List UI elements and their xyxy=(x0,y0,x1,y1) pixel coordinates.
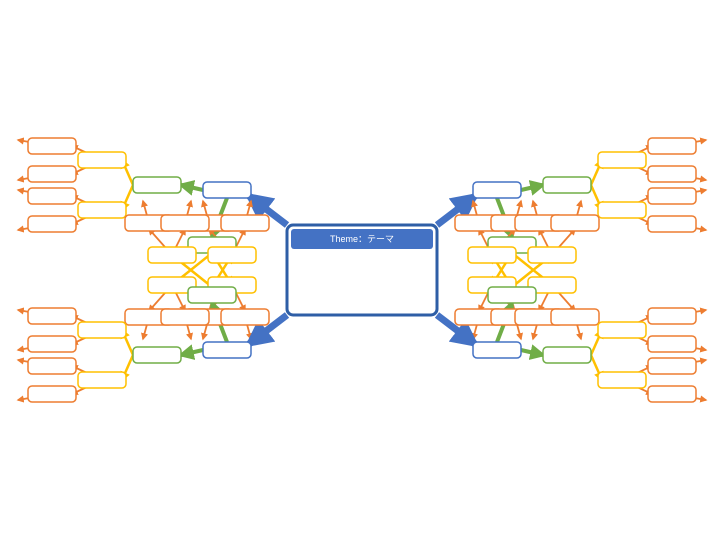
node-l2h-BL xyxy=(133,347,181,363)
node-l1-TL xyxy=(203,182,251,198)
nodes: Theme：テーマ xyxy=(28,138,696,402)
center-title: Theme：テーマ xyxy=(330,234,394,244)
node-l4-TR-0b1 xyxy=(551,309,599,325)
node-l2h-TL xyxy=(133,177,181,193)
node-l4-TL-1a0 xyxy=(28,138,76,154)
node-l1-TR xyxy=(473,182,521,198)
node-l3-BL-1b xyxy=(78,372,126,388)
connector-green xyxy=(181,350,203,355)
node-l3-TL-1b xyxy=(78,202,126,218)
node-l3-TR-1b xyxy=(598,202,646,218)
node-l4-TR-1b0 xyxy=(648,188,696,204)
node-l4-TR-1a1 xyxy=(648,166,696,182)
connector-green xyxy=(521,350,543,355)
node-l2h-BR xyxy=(543,347,591,363)
node-l2h-TR xyxy=(543,177,591,193)
node-l4-BR-1a0 xyxy=(648,308,696,324)
node-l3-BR-1a xyxy=(598,322,646,338)
node-l3-TL-1a xyxy=(78,152,126,168)
connector-green xyxy=(181,185,203,190)
node-l3-BR-0b xyxy=(528,247,576,263)
node-l4-TL-1b0 xyxy=(28,188,76,204)
connector-green xyxy=(521,185,543,190)
node-l4-BL-0a1 xyxy=(221,215,269,231)
node-l4-BL-1a1 xyxy=(28,336,76,352)
node-l3-BL-0a xyxy=(208,247,256,263)
node-l1-BL xyxy=(203,342,251,358)
node-l4-BL-1b1 xyxy=(28,386,76,402)
node-l3-BL-0b xyxy=(148,247,196,263)
node-l4-BL-0b1 xyxy=(161,215,209,231)
mindmap-canvas: Theme：テーマ xyxy=(0,0,720,540)
node-l4-TL-0a1 xyxy=(221,309,269,325)
node-l4-BR-0b1 xyxy=(551,215,599,231)
node-l3-TR-1a xyxy=(598,152,646,168)
node-l4-TR-1b1 xyxy=(648,216,696,232)
node-l4-TL-1b1 xyxy=(28,216,76,232)
node-l4-TR-1a0 xyxy=(648,138,696,154)
node-l3-BR-1b xyxy=(598,372,646,388)
node-l4-BR-1a1 xyxy=(648,336,696,352)
node-l4-BR-1b1 xyxy=(648,386,696,402)
node-l1-BR xyxy=(473,342,521,358)
node-l3-BR-0a xyxy=(468,247,516,263)
node-l4-TL-1a1 xyxy=(28,166,76,182)
node-l4-BR-1b0 xyxy=(648,358,696,374)
node-l2v-BR xyxy=(488,287,536,303)
node-l4-BL-1a0 xyxy=(28,308,76,324)
node-l2v-BL xyxy=(188,287,236,303)
node-l3-BL-1a xyxy=(78,322,126,338)
node-l4-TL-0b1 xyxy=(161,309,209,325)
node-l4-BL-1b0 xyxy=(28,358,76,374)
